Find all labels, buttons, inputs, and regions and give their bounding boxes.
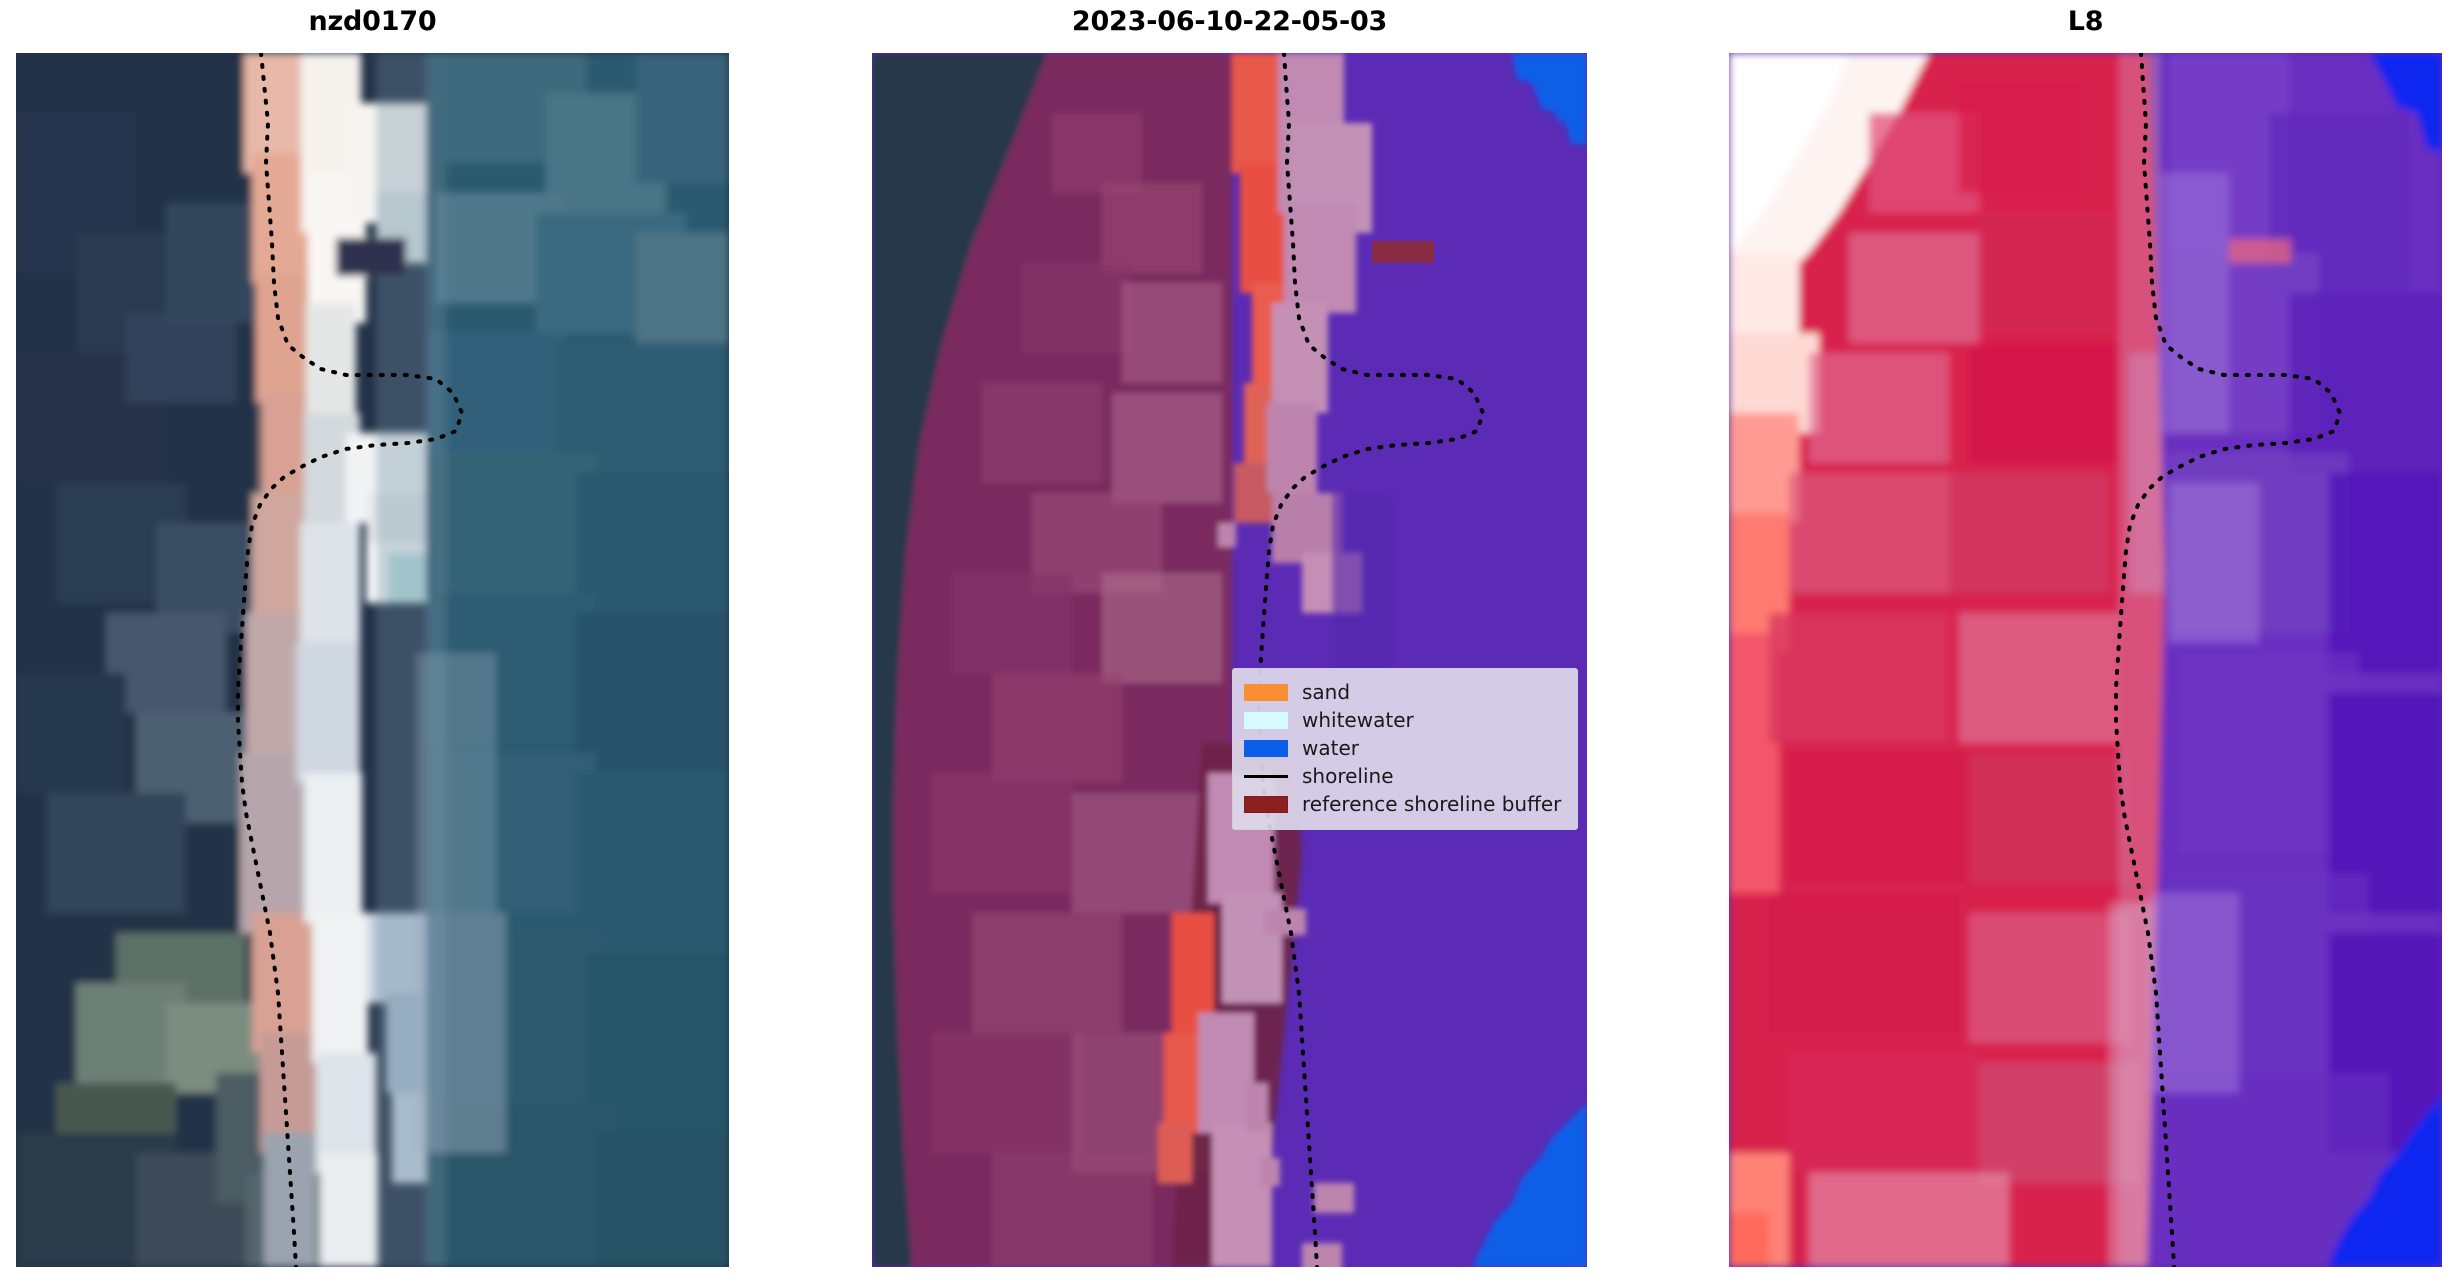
legend-swatch-shoreline: [1244, 768, 1288, 785]
legend-label-sand: sand: [1302, 680, 1351, 704]
legend-item-reference-shoreline-buffer: reference shoreline buffer: [1244, 790, 1565, 818]
spectral-index-raster: [1729, 53, 2442, 1267]
legend-label-reference-shoreline-buffer: reference shoreline buffer: [1302, 792, 1562, 816]
map-legend: sand whitewater water shoreline referenc…: [1232, 668, 1578, 830]
legend-label-shoreline: shoreline: [1302, 764, 1394, 788]
legend-swatch-reference-shoreline-buffer: [1244, 795, 1288, 813]
rgb-raster-svg: [16, 53, 729, 1267]
legend-swatch-water: [1244, 739, 1288, 757]
legend-label-whitewater: whitewater: [1302, 708, 1414, 732]
legend-swatch-whitewater: [1244, 711, 1288, 729]
legend-item-water: water: [1244, 734, 1565, 762]
panel-title-rgb: nzd0170: [308, 6, 437, 37]
spectral-index-raster-svg: [1729, 53, 2442, 1267]
classification-raster: [872, 53, 1587, 1267]
reference-shoreline-buffer-box: [1372, 241, 1434, 263]
panel-title-classification: 2023-06-10-22-05-03: [1071, 6, 1388, 37]
legend-item-shoreline: shoreline: [1244, 762, 1565, 790]
legend-swatch-sand: [1244, 683, 1288, 701]
panel-rgb-image[interactable]: [16, 53, 729, 1267]
panel-classification[interactable]: sand whitewater water shoreline referenc…: [872, 53, 1587, 1267]
rgb-satellite-raster: [16, 53, 729, 1267]
legend-item-sand: sand: [1244, 678, 1565, 706]
legend-item-whitewater: whitewater: [1244, 706, 1565, 734]
panel-index-l8[interactable]: [1729, 53, 2442, 1267]
classification-raster-svg: [872, 53, 1587, 1267]
panel-title-l8: L8: [2067, 6, 2104, 37]
legend-label-water: water: [1302, 736, 1359, 760]
